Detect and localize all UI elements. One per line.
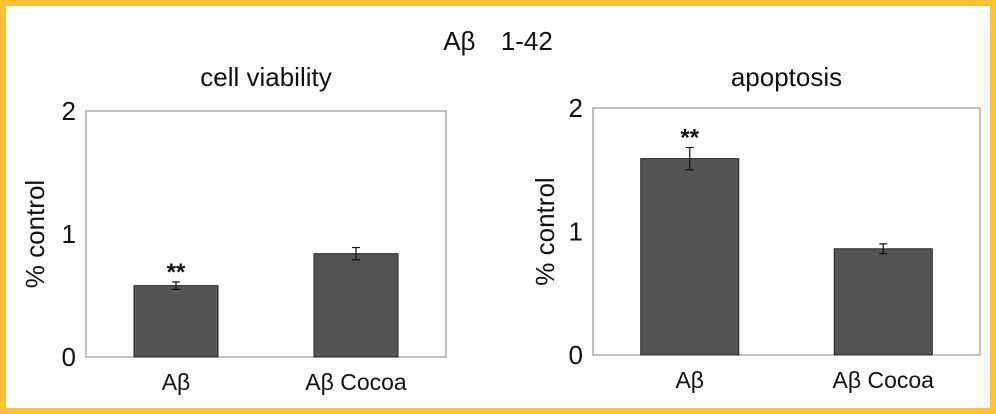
category-label: Aβ [162, 369, 191, 395]
y-tick-label: 1 [569, 217, 583, 247]
y-tick-label: 2 [62, 96, 76, 126]
bar [640, 158, 740, 356]
chart-title-2: apoptosis [731, 62, 842, 92]
plot-area-2 [592, 107, 981, 356]
y-axis-label-1: % control [20, 180, 50, 288]
y-tick-label: 0 [569, 340, 583, 370]
bar [313, 253, 399, 358]
plot-area-1 [85, 110, 447, 358]
y-axis-label-2: % control [530, 177, 560, 285]
chart-title-1: cell viability [200, 62, 332, 92]
bar [133, 285, 219, 358]
significance-marker: ** [680, 125, 699, 152]
charts-canvas: cell viability 0 1 2 % control ** Aβ Aβ Cocoa ap… [20, 62, 981, 395]
figure-title: Aβ 1-42 [443, 26, 553, 56]
y-tick-label: 1 [62, 219, 76, 249]
category-label: Aβ Cocoa [305, 369, 407, 395]
category-label: Aβ Cocoa [833, 367, 935, 393]
y-tick-label: 0 [62, 342, 76, 372]
bar [833, 248, 933, 356]
figure-panel: Aβ 1-42 cell viability 0 1 2 % control ** Aβ Aβ… [6, 6, 990, 408]
significance-marker: ** [167, 259, 186, 286]
category-label: Aβ [675, 367, 704, 393]
y-tick-label: 2 [569, 93, 583, 123]
